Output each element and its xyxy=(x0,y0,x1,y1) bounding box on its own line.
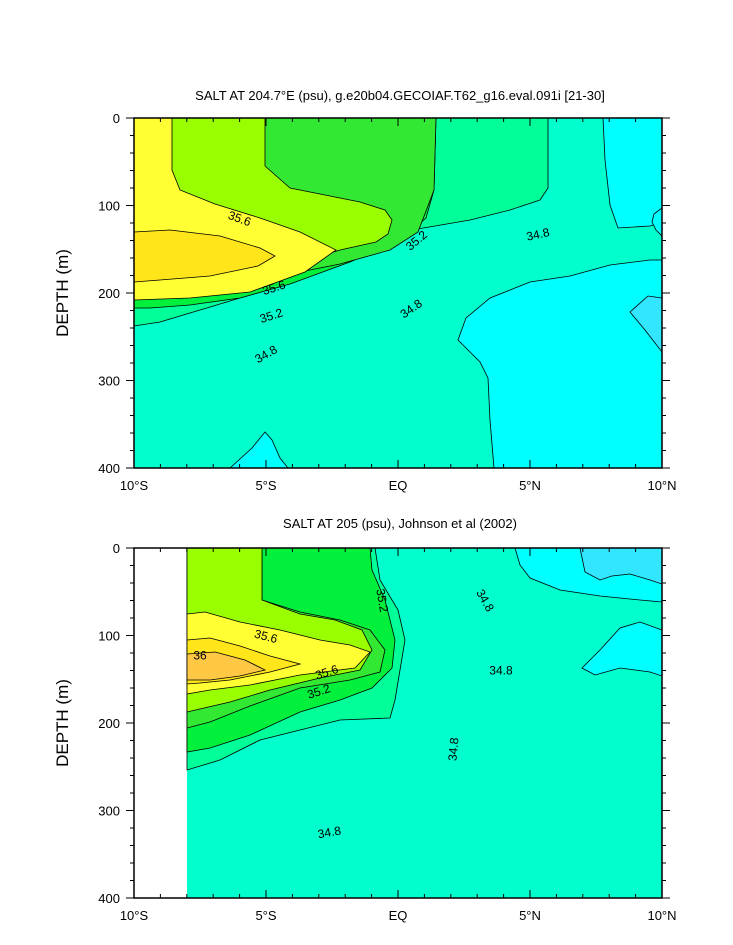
salt-band-deep-patch xyxy=(229,431,289,468)
y-tick-label: 100 xyxy=(98,199,120,214)
contour-label: 34.8 xyxy=(445,737,461,762)
salt-band-east-min-b xyxy=(579,548,662,585)
x-tick-label: 5°N xyxy=(519,908,541,923)
x-tick-label: 10°S xyxy=(120,478,149,493)
contour-label: 35.2 xyxy=(373,588,391,614)
salt-band-east-tongue-b xyxy=(581,621,662,677)
y-tick-label: 200 xyxy=(98,716,120,731)
y-tick-label: 300 xyxy=(98,804,120,819)
contour-label: 35.6 xyxy=(261,277,288,298)
y-axis-title-bottom: DEPTH (m) xyxy=(53,679,72,767)
x-tick-label: EQ xyxy=(389,908,408,923)
salt-band-east-min xyxy=(629,295,662,353)
y-tick-label: 200 xyxy=(98,286,120,301)
x-tick-label: 10°N xyxy=(647,478,676,493)
y-axis-title-top: DEPTH (m) xyxy=(53,249,72,337)
contour-label: 34.8 xyxy=(317,823,343,841)
contour-label: 34.8 xyxy=(489,664,513,678)
plot-area-top xyxy=(134,118,662,468)
salt-band-east-low xyxy=(457,259,662,468)
contour-label: 36 xyxy=(193,649,207,663)
x-tick-label: 10°N xyxy=(647,908,676,923)
contour-label: 35.2 xyxy=(258,305,285,326)
contour-label: 34.8 xyxy=(525,225,551,244)
x-tick-label: 5°N xyxy=(519,478,541,493)
y-tick-labels-top: 0 100 200 300 400 xyxy=(98,111,120,476)
y-tick-label: 400 xyxy=(98,461,120,476)
salt-band-east-min-2 xyxy=(651,207,662,237)
y-tick-label: 0 xyxy=(113,541,120,556)
y-tick-labels-bottom: 0 100 200 300 400 xyxy=(98,541,120,906)
no-data-region xyxy=(134,548,187,898)
x-tick-labels-bottom: 10°S 5°S EQ 5°N 10°N xyxy=(120,908,677,923)
plot-area-bottom xyxy=(134,548,662,898)
x-tick-label: 5°S xyxy=(255,908,276,923)
salt-band-east-upper xyxy=(602,118,662,229)
panel-bottom-title: SALT AT 205 (psu), Johnson et al (2002) xyxy=(283,516,517,531)
salt-band-c10-b xyxy=(186,651,267,681)
contour-label: 35.2 xyxy=(306,681,333,702)
ticks-top xyxy=(126,117,670,469)
y-tick-label: 100 xyxy=(98,629,120,644)
y-tick-label: 300 xyxy=(98,374,120,389)
x-tick-label: 10°S xyxy=(120,908,149,923)
x-tick-label: 5°S xyxy=(255,478,276,493)
contour-label: 35.6 xyxy=(253,627,279,647)
ticks-bottom xyxy=(126,547,670,899)
salt-band-c9 xyxy=(134,229,276,283)
panel-bottom: SALT AT 205 (psu), Johnson et al (2002) … xyxy=(53,516,677,923)
y-tick-label: 400 xyxy=(98,891,120,906)
x-tick-labels-top: 10°S 5°S EQ 5°N 10°N xyxy=(120,478,677,493)
panel-top-title: SALT AT 204.7°E (psu), g.e20b04.GECOIAF.… xyxy=(195,88,605,103)
panel-top: SALT AT 204.7°E (psu), g.e20b04.GECOIAF.… xyxy=(53,88,677,493)
x-tick-label: EQ xyxy=(389,478,408,493)
y-tick-label: 0 xyxy=(113,111,120,126)
contour-label: 35.6 xyxy=(313,662,340,683)
